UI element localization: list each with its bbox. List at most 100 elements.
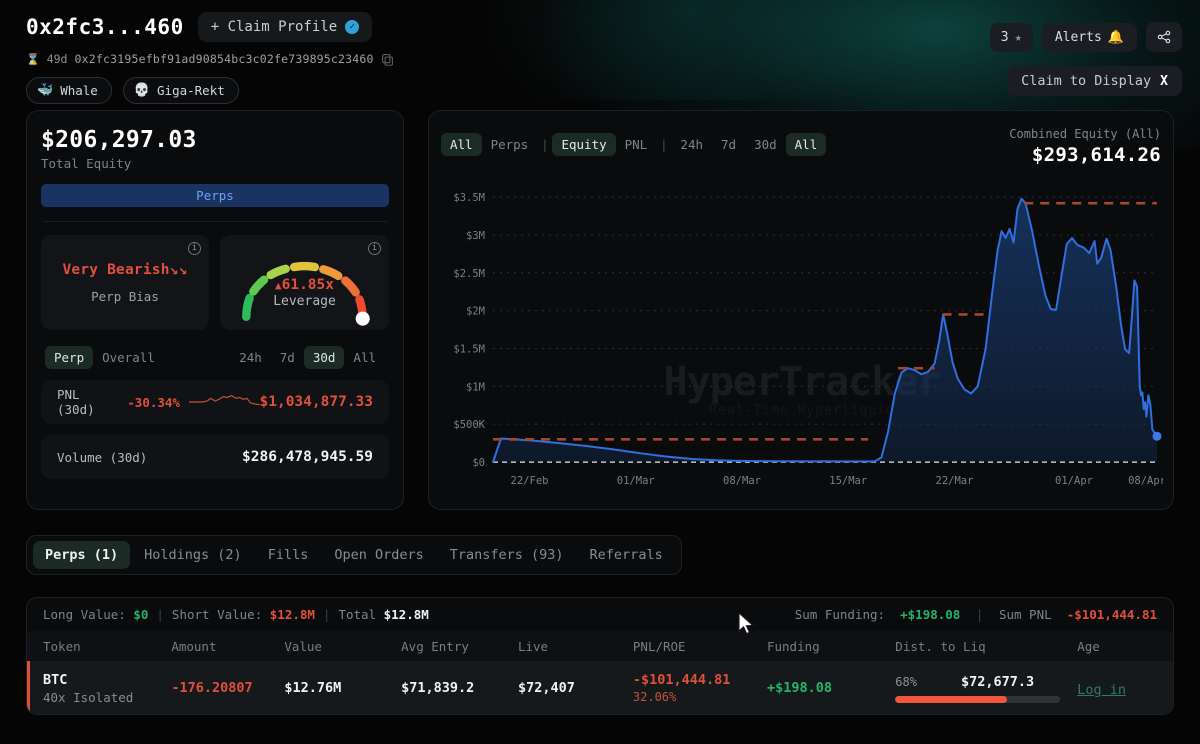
svg-text:$500K: $500K	[453, 419, 485, 431]
column-header-avg-entry[interactable]: Avg Entry	[401, 638, 469, 654]
whale-emoji-icon: 🐳	[37, 83, 54, 98]
summary-filter-row: Perp Overall 24h 7d 30d All	[41, 346, 389, 369]
svg-text:$3M: $3M	[466, 230, 485, 242]
wallet-address-short: 0x2fc3...460	[26, 15, 184, 39]
alerts-button[interactable]: Alerts 🔔	[1041, 22, 1137, 52]
cell-value: $12.76M	[284, 680, 342, 696]
range-tab-7d[interactable]: 7d	[279, 350, 295, 365]
chart-range-30d[interactable]: 30d	[754, 137, 777, 152]
tab-open-orders[interactable]: Open Orders	[334, 547, 424, 563]
summary-divider	[43, 221, 387, 222]
tab-transfers[interactable]: Transfers (93)	[449, 547, 564, 563]
perp-bias-card: i Very Bearish↘↘ Perp Bias	[41, 235, 209, 330]
column-header-pnl-roe[interactable]: PNL/ROE	[632, 638, 686, 654]
share-button[interactable]	[1146, 22, 1182, 52]
chart-metric-equity[interactable]: Equity	[552, 133, 616, 156]
tab-referrals[interactable]: Referrals	[589, 547, 663, 563]
perps-allocation-bar[interactable]: Perps	[41, 184, 389, 207]
gauge-knob-icon	[355, 311, 370, 326]
svg-text:01/Mar: 01/Mar	[617, 475, 655, 487]
column-header-dist-liq[interactable]: Dist. to Liq	[895, 638, 986, 654]
column-header-live[interactable]: Live	[517, 638, 549, 654]
copy-icon[interactable]	[381, 53, 394, 66]
volume-metric-row: Volume (30d) $286,478,945.59	[41, 435, 389, 479]
svg-text:$0: $0	[472, 457, 485, 469]
liq-progress-track	[895, 695, 1061, 703]
scope-tab-perp[interactable]: Perp	[45, 346, 94, 369]
chart-range-all[interactable]: All	[785, 133, 827, 156]
table-header-row: Token Amount Value Avg Entry Live PNL/RO…	[27, 631, 1173, 661]
chart-range-7d[interactable]: 7d	[721, 137, 737, 152]
svg-text:22/Feb: 22/Feb	[511, 475, 549, 487]
range-tab-all[interactable]: All	[353, 350, 376, 365]
tag-giga-rekt[interactable]: 💀 Giga-Rekt	[122, 77, 239, 104]
perp-bias-text: Very Bearish	[62, 261, 170, 278]
range-tab-24h[interactable]: 24h	[239, 350, 262, 365]
header-actions: 3 ★ Alerts 🔔	[989, 22, 1182, 52]
account-age: 49d	[46, 52, 68, 66]
column-header-age[interactable]: Age	[1077, 638, 1100, 654]
sum-pnl-label: Sum PNL	[998, 607, 1052, 622]
equity-chart-card: All Perps | Equity PNL | 24h 7d 30d All …	[428, 110, 1174, 510]
svg-text:$2M: $2M	[466, 306, 485, 318]
cell-funding: +$198.08	[766, 680, 832, 696]
header-address-row: ⌛ 49d 0x2fc3195efbf91ad90854bc3c02fe7398…	[26, 52, 1182, 66]
tab-perps[interactable]: Perps (1)	[33, 541, 131, 569]
liq-percent: 68%	[895, 674, 917, 689]
header-claim-row: Claim to Display X	[1007, 66, 1182, 96]
perp-bias-label: Perp Bias	[91, 288, 159, 304]
section-tabs: Perps (1) Holdings (2) Fills Open Orders…	[26, 535, 682, 575]
chart-range-24h[interactable]: 24h	[680, 137, 703, 152]
sum-pnl-value: -$101,444.81	[1066, 607, 1157, 622]
column-header-amount[interactable]: Amount	[171, 638, 217, 654]
combined-equity-readout: Combined Equity (All) $293,614.26	[1009, 123, 1161, 166]
hourglass-icon: ⌛	[26, 52, 40, 66]
summary-separator-1: |	[156, 607, 164, 622]
chart-type-perps[interactable]: Perps	[490, 137, 529, 152]
info-icon[interactable]: i	[188, 242, 201, 255]
favorites-button[interactable]: 3 ★	[989, 22, 1033, 52]
cell-live: $72,407	[517, 680, 575, 696]
combined-equity-label: Combined Equity (All)	[1009, 127, 1161, 141]
column-header-funding[interactable]: Funding	[766, 638, 820, 654]
chart-metric-pnl[interactable]: PNL	[624, 137, 648, 152]
tag-whale-label: Whale	[60, 83, 98, 98]
header-tags-row: 🐳 Whale 💀 Giga-Rekt	[26, 77, 1182, 104]
roe-percent: 32.06%	[632, 690, 677, 704]
svg-text:$3.5M: $3.5M	[453, 192, 485, 204]
cell-age: Log in	[1077, 679, 1173, 698]
range-tab-30d[interactable]: 30d	[303, 346, 345, 369]
chart-type-all[interactable]: All	[441, 133, 482, 156]
perps-allocation-label: Perps	[196, 188, 234, 203]
perp-bias-value: Very Bearish↘↘	[62, 262, 187, 278]
leverage-label: Leverage	[273, 294, 336, 309]
control-separator: |	[541, 137, 549, 152]
column-header-value[interactable]: Value	[284, 638, 322, 654]
alerts-label: Alerts	[1054, 29, 1102, 45]
claim-profile-button[interactable]: + Claim Profile ✓	[197, 12, 373, 42]
svg-text:15/Mar: 15/Mar	[829, 475, 867, 487]
claim-profile-label: + Claim Profile	[210, 19, 338, 35]
star-icon: ★	[1014, 30, 1022, 44]
tab-fills[interactable]: Fills	[267, 547, 309, 563]
short-value-label: Short Value:	[171, 607, 263, 622]
tag-giga-rekt-label: Giga-Rekt	[157, 83, 225, 98]
chart-plot-area[interactable]: HyperTracker Real-Time Hyperliquid $0 $50…	[441, 174, 1163, 494]
scope-tab-overall[interactable]: Overall	[102, 350, 155, 365]
column-header-token[interactable]: Token	[43, 638, 81, 654]
leverage-readout: ▲61.85x Leverage	[220, 277, 389, 309]
equity-area-chart: $0 $500K $1M $1.5M $2M $2.5M $3M $3.5M 22/Feb 01/…	[453, 192, 1163, 487]
table-row[interactable]: BTC 40x Isolated -176.20807 $12.76M $71,…	[27, 661, 1173, 714]
total-equity-label: Total Equity	[41, 156, 132, 171]
stat-row: i Very Bearish↘↘ Perp Bias i	[41, 235, 389, 330]
svg-text:$1M: $1M	[466, 381, 485, 393]
long-value-label: Long Value:	[43, 607, 126, 622]
star-count: 3	[1000, 29, 1009, 45]
tag-whale[interactable]: 🐳 Whale	[26, 77, 112, 104]
total-value: $12.8M	[383, 607, 429, 622]
login-link[interactable]: Log in	[1077, 681, 1127, 698]
info-icon[interactable]: i	[368, 242, 381, 255]
tab-holdings[interactable]: Holdings (2)	[144, 547, 242, 563]
claim-to-display-button[interactable]: Claim to Display X	[1007, 66, 1182, 96]
pnl-percent: -30.34%	[127, 394, 180, 410]
